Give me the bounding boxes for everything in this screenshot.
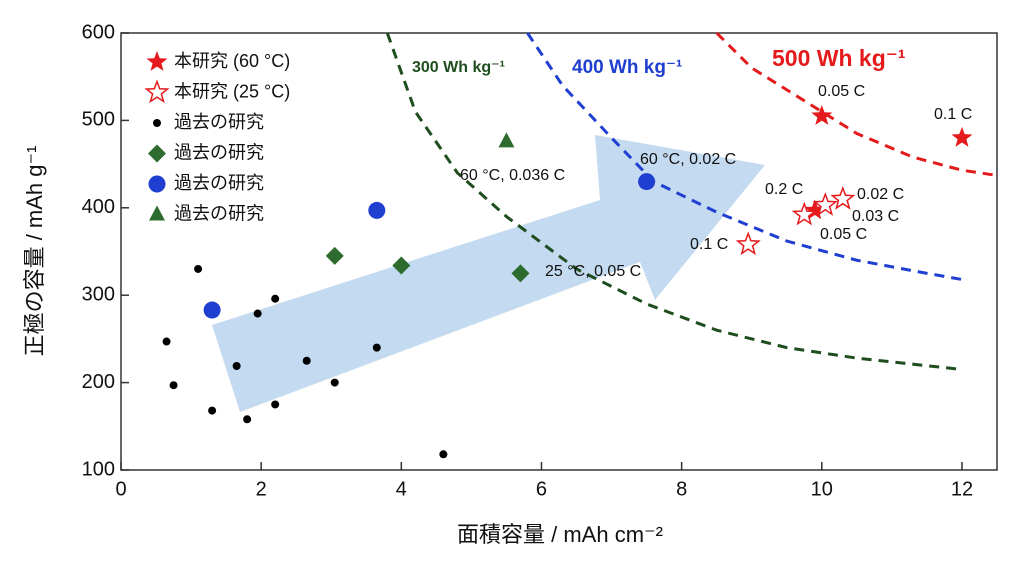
open-star-marker <box>144 79 170 104</box>
annotation: 60 °C, 0.02 C <box>640 151 736 168</box>
star-marker <box>951 126 973 147</box>
diamond-marker <box>392 256 411 275</box>
dot-marker <box>271 400 280 409</box>
diamond-marker <box>511 264 530 283</box>
triangle-marker <box>149 205 165 221</box>
circle-marker <box>368 201 386 219</box>
curve-label: 300 Wh kg⁻¹ <box>412 59 505 76</box>
y-tick-label: 200 <box>82 371 115 393</box>
diamond-marker <box>148 144 166 163</box>
y-tick-label: 300 <box>82 283 115 305</box>
x-tick-label: 12 <box>951 478 973 500</box>
open-star-marker <box>830 185 856 210</box>
x-tick-label: 2 <box>256 478 267 500</box>
x-tick-label: 8 <box>676 478 687 500</box>
dot-marker <box>439 450 448 459</box>
open-star-marker <box>735 231 761 256</box>
dot-marker <box>302 356 311 365</box>
x-axis-label: 面積容量 / mAh cm⁻² <box>457 522 663 547</box>
legend-label: 過去の研究 <box>174 112 264 132</box>
legend-label: 本研究 (25 °C) <box>174 81 290 101</box>
dot-marker <box>208 406 217 415</box>
star-marker <box>146 51 168 71</box>
x-tick-label: 6 <box>536 478 547 500</box>
annotation: 0.02 C <box>857 186 904 203</box>
x-tick-label: 0 <box>115 478 126 500</box>
annotation: 60 °C, 0.036 C <box>460 167 565 184</box>
y-tick-label: 400 <box>82 196 115 218</box>
star-marker <box>811 105 833 125</box>
y-tick-label: 600 <box>82 21 115 43</box>
curve-label: 400 Wh kg⁻¹ <box>572 57 682 78</box>
legend-label: 過去の研究 <box>174 203 264 223</box>
circle-marker <box>203 301 221 319</box>
annotation: 0.1 C <box>690 236 728 253</box>
dot-marker <box>330 378 339 387</box>
y-tick-label: 100 <box>82 458 115 480</box>
curve-label: 500 Wh kg⁻¹ <box>772 45 906 71</box>
dot-marker <box>243 415 252 424</box>
circle-marker <box>638 173 656 191</box>
dot-marker <box>372 343 381 352</box>
dot-marker <box>169 381 178 390</box>
x-tick-label: 10 <box>811 478 833 500</box>
annotation: 0.2 C <box>765 181 803 198</box>
dot-marker <box>194 264 203 273</box>
dot-marker <box>271 294 280 303</box>
annotation: 0.1 C <box>934 106 972 123</box>
annotation: 0.05 C <box>820 226 867 243</box>
capacity-curve <box>385 32 963 371</box>
dot-marker <box>162 337 171 346</box>
dot-marker <box>253 309 262 318</box>
y-tick-label: 500 <box>82 109 115 131</box>
star-marker <box>804 199 826 220</box>
x-tick-label: 4 <box>396 478 407 500</box>
open-star-marker <box>791 201 817 226</box>
open-star-marker <box>812 192 838 216</box>
dot-marker <box>232 361 241 370</box>
legend-label: 本研究 (60 °C) <box>174 51 290 71</box>
capacity-curve <box>526 32 963 281</box>
capacity-curve <box>715 31 998 177</box>
trend-arrow <box>212 135 765 412</box>
annotation: 25 °C, 0.05 C <box>545 263 641 280</box>
y-axis-label: 正極の容量 / mAh g⁻¹ <box>22 146 47 357</box>
circle-marker <box>148 175 166 193</box>
legend-label: 過去の研究 <box>174 142 264 162</box>
triangle-marker <box>498 132 515 148</box>
dot-marker <box>153 119 161 127</box>
diamond-marker <box>325 246 344 265</box>
annotation: 0.05 C <box>818 83 865 100</box>
legend-label: 過去の研究 <box>174 173 264 193</box>
annotation: 0.03 C <box>852 208 899 225</box>
plot-frame <box>120 32 998 471</box>
